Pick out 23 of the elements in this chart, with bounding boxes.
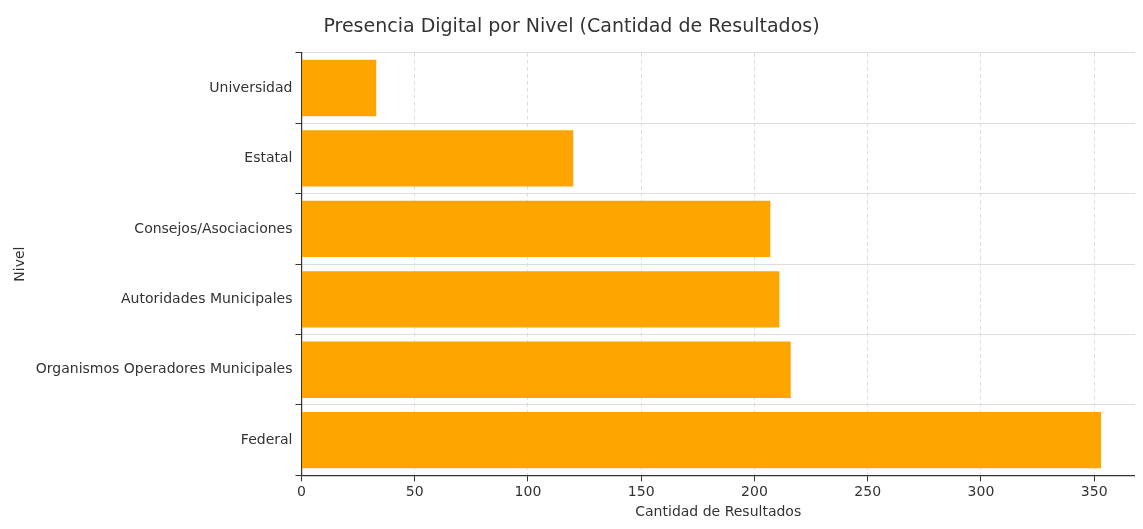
x-tick-label: 350: [1080, 483, 1108, 500]
x-axis-title: Cantidad de Resultados: [635, 503, 802, 520]
y-tick-label: Estatal: [244, 149, 293, 166]
y-tick-label: Federal: [240, 430, 293, 447]
x-tick-label: 300: [967, 483, 995, 500]
y-tick-label: Autoridades Municipales: [121, 289, 293, 306]
x-tick-label: 50: [405, 483, 424, 500]
y-tick-label: Organismos Operadores Municipales: [35, 360, 293, 377]
y-tick-label: Consejos/Asociaciones: [134, 219, 293, 236]
bar: [301, 200, 771, 258]
bar: [301, 271, 780, 328]
bar: [301, 59, 377, 117]
y-axis-title: Nivel: [11, 246, 28, 282]
y-tick-label: Universidad: [209, 78, 293, 95]
chart-title: Presencia Digital por Nivel (Cantidad de Resultados): [323, 14, 820, 37]
x-tick-label: 100: [514, 483, 542, 500]
x-tick-label: 0: [297, 483, 306, 500]
x-tick-label: 200: [741, 483, 768, 500]
x-tick-label: 150: [627, 483, 655, 500]
bar: [301, 412, 1102, 469]
bar: [301, 341, 791, 398]
bar: [301, 130, 574, 187]
x-tick-label: 250: [854, 483, 882, 500]
